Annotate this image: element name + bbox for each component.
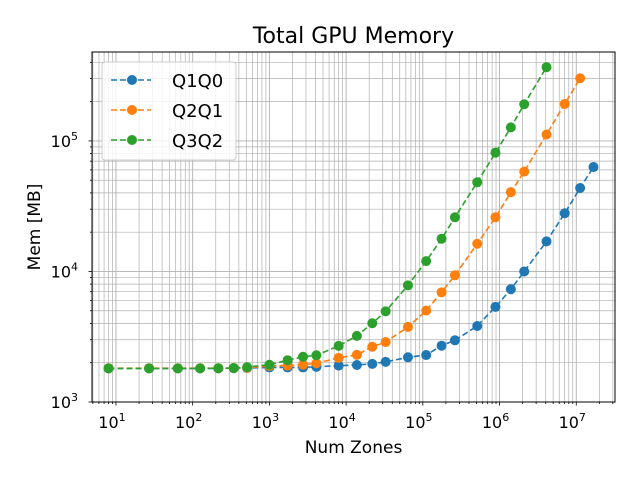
data-point: [575, 182, 586, 193]
legend-label: Q1Q0: [172, 71, 223, 92]
data-point: [490, 147, 501, 158]
data-point: [333, 360, 344, 371]
x-tick-label: 107: [559, 411, 586, 432]
data-point: [298, 359, 309, 370]
y-tick-label: 103: [51, 391, 78, 412]
y-tick-label: 105: [51, 130, 78, 151]
data-point: [228, 363, 239, 374]
data-point: [490, 212, 501, 223]
data-point: [541, 236, 552, 247]
data-point: [505, 187, 516, 198]
data-point: [559, 208, 570, 219]
data-point: [519, 166, 530, 177]
data-point: [195, 363, 206, 374]
series-Q1Q0: [103, 162, 599, 374]
data-point: [449, 335, 460, 346]
data-point: [402, 280, 413, 291]
legend-item: Q1Q0: [111, 71, 223, 92]
ticks: 101 102 103 104 105 106 107 103 104 105: [51, 61, 614, 432]
legend: Q1Q0 Q2Q1 Q3Q2: [101, 61, 237, 161]
data-point: [402, 321, 413, 332]
data-point: [282, 355, 293, 366]
legend-marker: [127, 105, 137, 115]
data-point: [367, 318, 378, 329]
data-point: [380, 356, 391, 367]
axes-frame: [91, 51, 616, 403]
data-point: [490, 301, 501, 312]
x-tick-label: 106: [482, 411, 509, 432]
data-point: [103, 363, 114, 374]
data-point: [367, 358, 378, 369]
legend-label: Q3Q2: [172, 131, 223, 152]
series-layer: [103, 62, 599, 374]
x-axis-label: Num Zones: [305, 438, 403, 458]
data-point: [472, 238, 483, 249]
data-point: [421, 305, 432, 316]
y-axis-label: Mem [MB]: [25, 184, 45, 271]
x-tick-label: 105: [405, 411, 432, 432]
data-point: [436, 287, 447, 298]
data-point: [449, 212, 460, 223]
data-point: [519, 266, 530, 277]
x-tick-label: 104: [328, 411, 355, 432]
data-point: [559, 98, 570, 109]
legend-label: Q2Q1: [172, 101, 223, 122]
data-point: [333, 340, 344, 351]
data-point: [449, 270, 460, 281]
data-point: [380, 306, 391, 317]
legend-marker: [127, 135, 137, 145]
data-point: [436, 340, 447, 351]
data-point: [311, 350, 322, 361]
data-point: [333, 352, 344, 363]
legend-marker: [127, 75, 137, 85]
data-point: [436, 233, 447, 244]
data-point: [172, 363, 183, 374]
data-point: [351, 349, 362, 360]
data-point: [519, 99, 530, 110]
y-tick-label: 104: [51, 260, 78, 281]
data-point: [541, 62, 552, 73]
data-point: [351, 330, 362, 341]
data-point: [144, 363, 155, 374]
data-point: [472, 321, 483, 332]
data-point: [264, 359, 275, 370]
data-point: [575, 73, 586, 84]
chart-title: Total GPU Memory: [252, 24, 454, 49]
x-tick-label: 102: [175, 411, 202, 432]
data-point: [472, 177, 483, 188]
x-tick-label: 101: [98, 411, 125, 432]
series-line: [108, 166, 595, 370]
data-point: [242, 362, 253, 373]
series-line: [108, 66, 548, 370]
data-point: [421, 350, 432, 361]
data-point: [380, 337, 391, 348]
data-point: [311, 358, 322, 369]
data-point: [367, 341, 378, 352]
x-tick-label: 103: [252, 411, 279, 432]
data-point: [351, 360, 362, 371]
data-point: [588, 162, 599, 173]
legend-item: Q2Q1: [111, 101, 223, 122]
data-point: [421, 256, 432, 267]
data-point: [402, 352, 413, 363]
legend-item: Q3Q2: [111, 131, 223, 152]
data-point: [505, 284, 516, 295]
data-point: [505, 122, 516, 133]
series-Q3Q2: [103, 62, 552, 374]
data-point: [298, 351, 309, 362]
legend-box: [101, 61, 237, 161]
data-point: [213, 363, 224, 374]
data-point: [541, 129, 552, 140]
